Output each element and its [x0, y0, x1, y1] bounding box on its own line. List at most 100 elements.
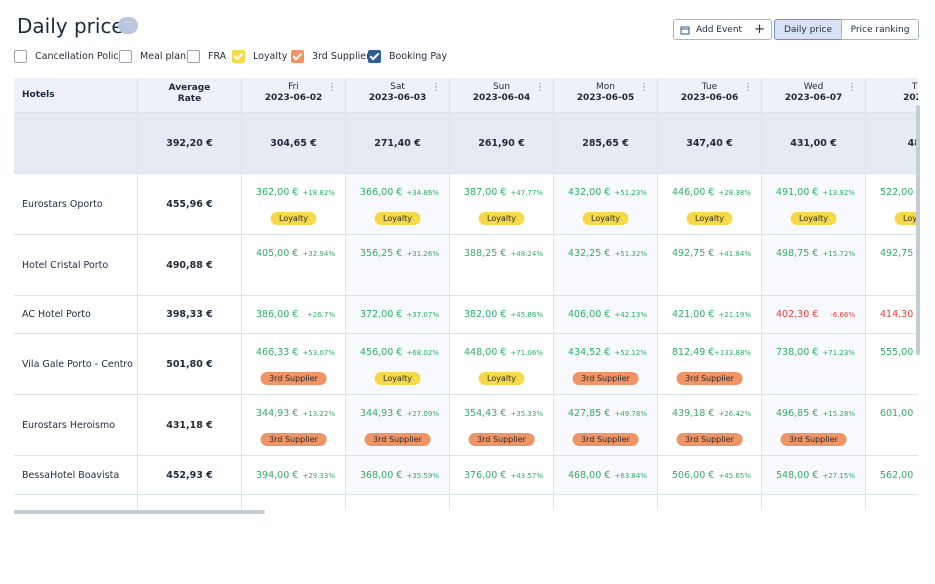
checkbox[interactable] — [14, 50, 27, 63]
add-event-button[interactable]: Add Event + — [673, 19, 772, 40]
supplier-badge: Loyalty — [270, 212, 317, 225]
price-ranking-tab[interactable]: Price ranking — [841, 19, 919, 40]
column-menu[interactable]: ⋮ — [743, 82, 753, 93]
price: 448,00 € — [464, 347, 507, 358]
price-change: +47.77% — [510, 189, 543, 197]
price-cell[interactable]: 434,52 € +52.12% 3rd Supplier — [554, 334, 658, 395]
price-cell[interactable]: 362,00 € +18.82% Loyalty — [242, 174, 346, 235]
price: 386,00 € — [256, 309, 299, 320]
header-cell: Average Rate — [138, 78, 242, 113]
prices-table: Hotels Average Rate Fri 2023-06-02 ⋮ Sat 2023-… — [14, 78, 918, 510]
price-cell[interactable]: 394,00 € +29.33% — [242, 456, 346, 495]
row-fragment — [138, 495, 242, 510]
column-menu[interactable]: ⋮ — [847, 82, 857, 93]
price-cell[interactable]: 548,00 € +27.15% — [762, 456, 866, 495]
price: 446,00 € — [672, 187, 715, 198]
column-menu[interactable]: ⋮ — [431, 82, 441, 93]
price-cell[interactable]: 812,49 € +133.88% 3rd Supplier — [658, 334, 762, 395]
filter-label: FRA — [208, 51, 227, 62]
hotel-average: 452,93 € — [138, 456, 242, 495]
row-fragment — [450, 495, 554, 510]
price-cell[interactable]: 344,93 € +13.22% 3rd Supplier — [242, 395, 346, 456]
price-cell[interactable]: 388,25 € +48.24% — [450, 235, 554, 296]
price: 432,00 € — [568, 187, 611, 198]
price-change: +63.84% — [614, 471, 647, 480]
price-cell[interactable]: 466,33 € +53.07% 3rd Supplier — [242, 334, 346, 395]
price-cell[interactable]: 414,30- — [866, 296, 918, 334]
price-cell[interactable]: 354,43 € +35.33% 3rd Supplier — [450, 395, 554, 456]
v-scrollbar[interactable] — [916, 105, 920, 355]
price-cell[interactable]: 402,30 € -6.66% — [762, 296, 866, 334]
price-cell[interactable]: 406,00 € +42.13% — [554, 296, 658, 334]
price-cell[interactable]: 491,00 € +13.92% Loyalty — [762, 174, 866, 235]
price-cell[interactable]: 468,00 € +63.84% — [554, 456, 658, 495]
checkbox[interactable] — [119, 50, 132, 63]
filter-option[interactable]: FRA — [187, 50, 226, 63]
summary-value: 261,90 € — [450, 113, 554, 174]
price-cell[interactable]: 492,75 € +41.84% — [658, 235, 762, 296]
date-header: Wed 2023-06-07 ⋮ — [762, 78, 866, 113]
price-cell[interactable]: 432,00 € +51.23% Loyalty — [554, 174, 658, 235]
price-cell[interactable]: 555,00 — [866, 334, 918, 395]
h-scrollbar[interactable] — [14, 510, 265, 514]
price-cell[interactable]: 356,25 € +31.26% — [346, 235, 450, 296]
price-cell[interactable]: 372,00 € +37.07% — [346, 296, 450, 334]
price-cell[interactable]: 601,00 — [866, 395, 918, 456]
price-cell[interactable]: 368,00 € +35.59% — [346, 456, 450, 495]
checkbox[interactable] — [187, 50, 200, 63]
price-cell[interactable]: 456,00 € +68.02% Loyalty — [346, 334, 450, 395]
hotel-name: Vila Gale Porto - Centro — [14, 334, 138, 395]
filter-option[interactable]: Cancellation Policy — [14, 50, 124, 63]
price-change: +15.28% — [822, 410, 855, 418]
checkbox[interactable] — [232, 50, 245, 63]
row-fragment — [866, 495, 918, 510]
date-label: 2023-06-05 — [576, 93, 635, 103]
hotel-average: 398,33 € — [138, 296, 242, 334]
summary-value: 285,65 € — [554, 113, 658, 174]
filter-option[interactable]: Loyalty — [232, 50, 287, 63]
checkbox[interactable] — [368, 50, 381, 63]
price-cell[interactable]: 738,00 € +71.23% — [762, 334, 866, 395]
daily-price-tab[interactable]: Daily price — [774, 19, 842, 40]
price-change: +26.42% — [718, 410, 751, 418]
price-cell[interactable]: 522,00 Loyalty — [866, 174, 918, 235]
filter-option[interactable]: 3rd Supplier — [291, 50, 370, 63]
price-cell[interactable]: 405,00 € +32.94% — [242, 235, 346, 296]
hotel-average: 455,96 € — [138, 174, 242, 235]
price-cell[interactable]: 498,75 € +15.72% — [762, 235, 866, 296]
price-cell[interactable]: 506,00 € +45.65% — [658, 456, 762, 495]
column-menu[interactable]: ⋮ — [327, 82, 337, 93]
filter-option[interactable]: Booking Pay — [368, 50, 447, 63]
price-cell[interactable]: 376,00 € +43.57% — [450, 456, 554, 495]
price: 492,75 — [880, 248, 914, 259]
price: 439,18 € — [672, 408, 715, 419]
price-change: +35.59% — [406, 471, 439, 480]
price-cell[interactable]: 386,00 € +26.7% — [242, 296, 346, 334]
date-label: 2023-06-03 — [368, 93, 427, 103]
checkbox[interactable] — [291, 50, 304, 63]
price-cell[interactable]: 492,75 — [866, 235, 918, 296]
more-button[interactable]: ··· — [118, 17, 138, 34]
price-cell[interactable]: 432,25 € +51.32% — [554, 235, 658, 296]
price-cell[interactable]: 427,85 € +49.78% 3rd Supplier — [554, 395, 658, 456]
price-cell[interactable]: 446,00 € +28.38% Loyalty — [658, 174, 762, 235]
column-menu[interactable]: ⋮ — [535, 82, 545, 93]
price-cell[interactable]: 421,00 € +21.19% — [658, 296, 762, 334]
price-cell[interactable]: 448,00 € +71.06% Loyalty — [450, 334, 554, 395]
supplier-badge: Loyalty — [790, 212, 837, 225]
price: 356,25 € — [360, 248, 403, 259]
price-cell[interactable]: 496,85 € +15.28% 3rd Supplier — [762, 395, 866, 456]
plus-icon: + — [754, 22, 765, 37]
filter-option[interactable]: Meal plan — [119, 50, 186, 63]
price-change: +21.19% — [718, 311, 751, 319]
price-cell[interactable]: 382,00 € +45.86% — [450, 296, 554, 334]
price-cell[interactable]: 387,00 € +47.77% Loyalty — [450, 174, 554, 235]
price-cell[interactable]: 344,93 € +27.09% 3rd Supplier — [346, 395, 450, 456]
column-menu[interactable]: ⋮ — [639, 82, 649, 93]
price-cell[interactable]: 366,00 € +34.86% Loyalty — [346, 174, 450, 235]
price: 368,00 € — [360, 469, 403, 481]
price-cell[interactable]: 439,18 € +26.42% 3rd Supplier — [658, 395, 762, 456]
price: 406,00 € — [568, 309, 611, 320]
supplier-badge: 3rd Supplier — [572, 372, 639, 385]
price-cell[interactable]: 562,00 — [866, 456, 918, 495]
